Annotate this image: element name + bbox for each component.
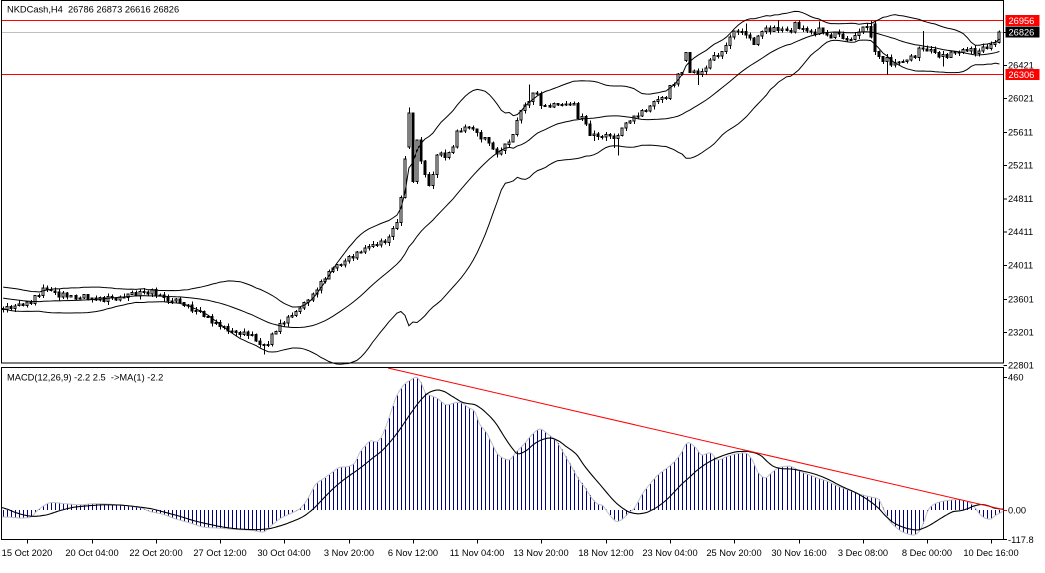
- svg-text:26421: 26421: [1008, 60, 1034, 70]
- svg-text:25 Nov 20:00: 25 Nov 20:00: [706, 548, 761, 558]
- svg-text:11 Nov 04:00: 11 Nov 04:00: [450, 548, 505, 558]
- svg-text:24811: 24811: [1008, 194, 1033, 204]
- svg-text:23201: 23201: [1008, 328, 1034, 338]
- svg-text:23 Nov 04:00: 23 Nov 04:00: [642, 548, 697, 558]
- svg-text:26021: 26021: [1008, 94, 1034, 104]
- svg-text:20 Oct 04:00: 20 Oct 04:00: [65, 548, 118, 558]
- svg-text:3 Nov 20:00: 3 Nov 20:00: [324, 548, 374, 558]
- svg-text:26306: 26306: [1009, 70, 1035, 80]
- svg-text:3 Dec 08:00: 3 Dec 08:00: [838, 548, 888, 558]
- svg-text:460: 460: [1008, 373, 1024, 383]
- svg-text:22801: 22801: [1008, 361, 1034, 371]
- svg-text:6 Nov 12:00: 6 Nov 12:00: [388, 548, 438, 558]
- svg-text:13 Nov 20:00: 13 Nov 20:00: [513, 548, 568, 558]
- svg-text:25211: 25211: [1008, 161, 1033, 171]
- svg-text:24411: 24411: [1008, 227, 1033, 237]
- svg-text:15 Oct 2020: 15 Oct 2020: [2, 548, 53, 558]
- svg-text:25611: 25611: [1008, 128, 1033, 138]
- svg-text:27 Oct 12:00: 27 Oct 12:00: [193, 548, 246, 558]
- svg-text:22 Oct 20:00: 22 Oct 20:00: [129, 548, 182, 558]
- svg-text:30 Nov 16:00: 30 Nov 16:00: [771, 548, 826, 558]
- svg-text:-117.8: -117.8: [1008, 535, 1034, 545]
- svg-text:26956: 26956: [1009, 16, 1035, 26]
- svg-text:0.00: 0.00: [1008, 506, 1026, 516]
- svg-text:26826: 26826: [1009, 28, 1035, 38]
- svg-text:MACD(12,26,9) -2.2 2.5 ->MA(1: MACD(12,26,9) -2.2 2.5 ->MA(1) -2.2: [7, 373, 163, 383]
- svg-text:30 Oct 04:00: 30 Oct 04:00: [257, 548, 310, 558]
- svg-text:18 Nov 12:00: 18 Nov 12:00: [578, 548, 633, 558]
- svg-text:NKDCash,H4 26786 26873 26616: NKDCash,H4 26786 26873 26616 26826: [7, 5, 179, 15]
- svg-text:8 Dec 00:00: 8 Dec 00:00: [902, 548, 952, 558]
- svg-text:23601: 23601: [1008, 294, 1034, 304]
- svg-text:10 Dec 16:00: 10 Dec 16:00: [963, 548, 1018, 558]
- svg-text:24011: 24011: [1008, 260, 1033, 270]
